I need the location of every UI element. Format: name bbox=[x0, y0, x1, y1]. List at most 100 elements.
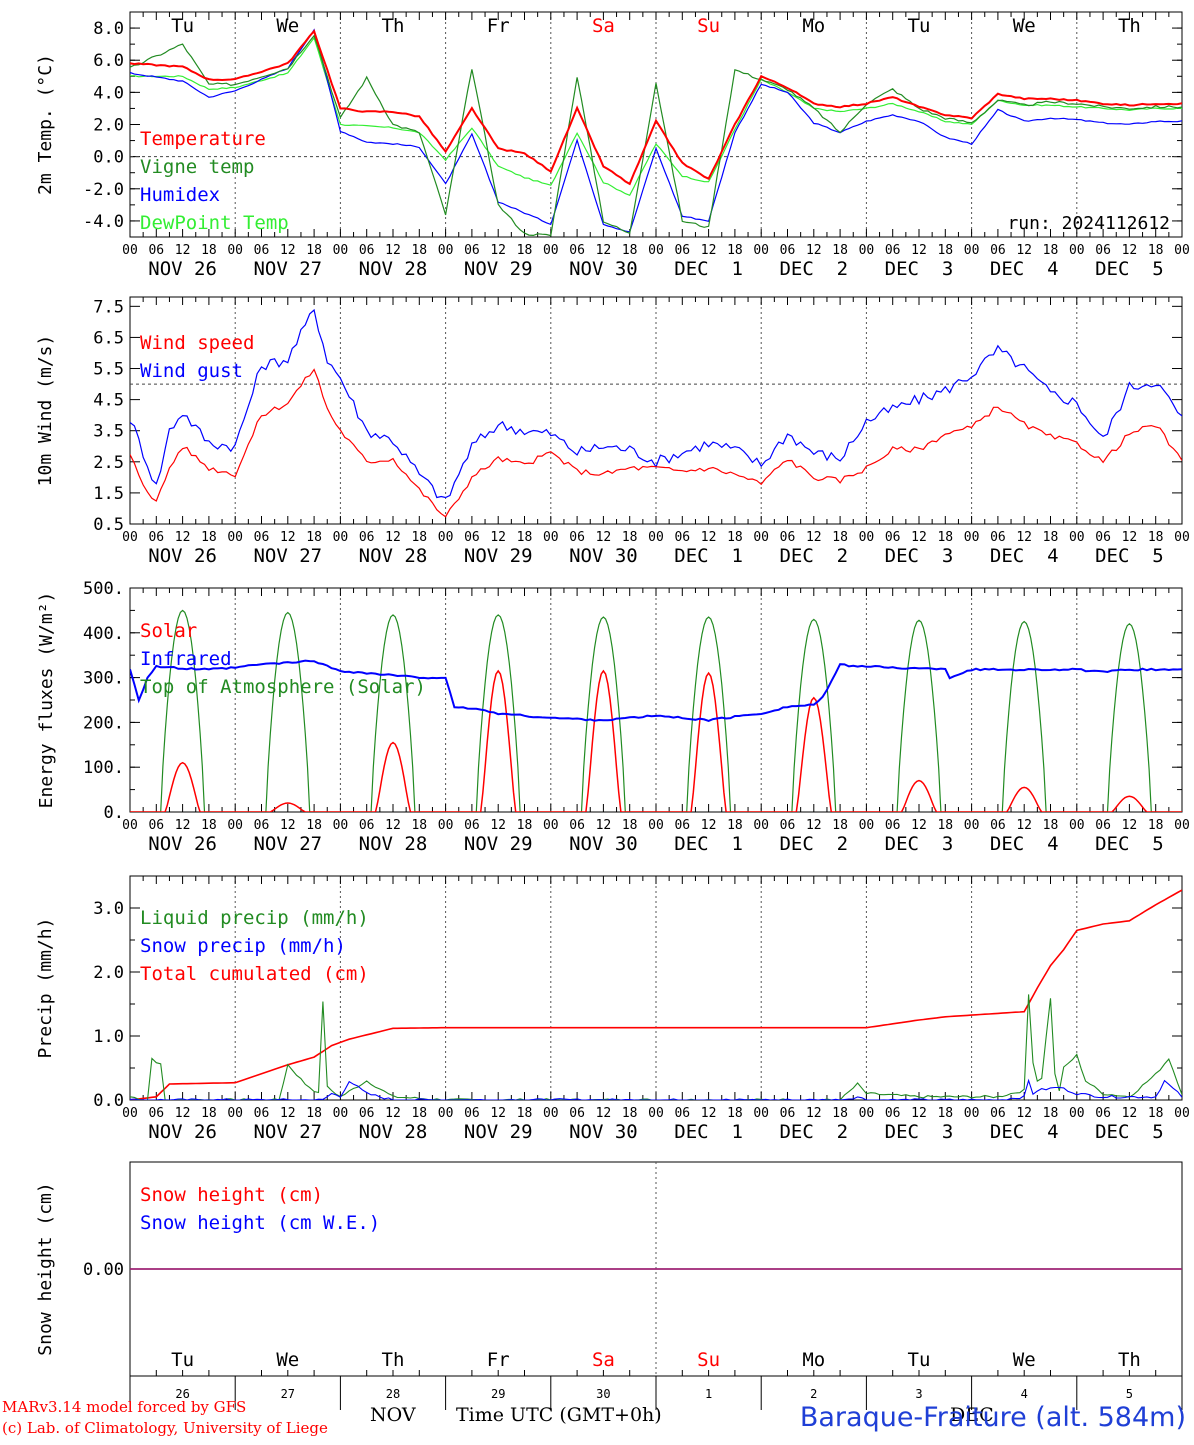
y-tick-label: 0.00 bbox=[83, 1260, 124, 1280]
legend-entry: Snow precip (mm/h) bbox=[140, 935, 346, 957]
weekday-label: We bbox=[1013, 15, 1036, 37]
hour-tick-label: 18 bbox=[306, 243, 322, 258]
hour-tick-label: 12 bbox=[911, 243, 927, 258]
hour-tick-label: 00 bbox=[753, 530, 769, 545]
hour-tick-label: 18 bbox=[1043, 530, 1059, 545]
hour-tick-label: 12 bbox=[701, 1106, 717, 1121]
date-label: NOV 26 bbox=[148, 258, 217, 280]
y-axis-label: Energy fluxes (W/m²) bbox=[36, 592, 57, 809]
weekday-label: Sa bbox=[592, 1349, 615, 1371]
hour-tick-label: 00 bbox=[333, 1106, 349, 1121]
hour-tick-label: 06 bbox=[1095, 1106, 1111, 1121]
hour-tick-label: 06 bbox=[990, 530, 1006, 545]
hour-tick-label: 18 bbox=[727, 818, 743, 833]
hour-tick-label: 18 bbox=[727, 243, 743, 258]
hour-tick-label: 00 bbox=[438, 1106, 454, 1121]
date-label: DEC 4 bbox=[990, 1121, 1059, 1143]
hour-tick-label: 18 bbox=[201, 818, 217, 833]
y-tick-label: -2.0 bbox=[83, 180, 124, 200]
weekday-label: Mo bbox=[802, 15, 825, 37]
hour-tick-label: 00 bbox=[543, 243, 559, 258]
hour-tick-label: 00 bbox=[964, 243, 980, 258]
hour-tick-label: 12 bbox=[911, 1106, 927, 1121]
date-label: NOV 29 bbox=[464, 1121, 533, 1143]
hour-tick-label: 12 bbox=[1016, 818, 1032, 833]
hour-tick-label: 06 bbox=[464, 243, 480, 258]
hour-tick-label: 12 bbox=[385, 243, 401, 258]
weekday-label: We bbox=[1013, 1349, 1036, 1371]
day-number-label: 2 bbox=[810, 1387, 817, 1401]
panel-2: 00 06 12 18 00 06 12 18 00 06 12 18 00 06 12 18 00 06 12 18… bbox=[35, 296, 1190, 567]
panel-4: 00 06 12 18 00 06 12 18 00 06 12 18 00 06 12 18 00 06 12 18… bbox=[35, 875, 1190, 1143]
weekday-label: Tu bbox=[908, 15, 931, 37]
panel-frame bbox=[129, 296, 1183, 525]
day-number-label: 28 bbox=[386, 1387, 400, 1401]
hour-tick-label: 18 bbox=[727, 530, 743, 545]
legend-entry: Liquid precip (mm/h) bbox=[140, 907, 369, 929]
hour-tick-label: 06 bbox=[148, 243, 164, 258]
hour-tick-label: 18 bbox=[411, 1106, 427, 1121]
weekday-label: Th bbox=[1118, 15, 1141, 37]
weekday-label: Fr bbox=[487, 15, 510, 37]
hour-tick-label: 18 bbox=[937, 243, 953, 258]
plot-area bbox=[130, 889, 1182, 1100]
hour-tick-label: 12 bbox=[596, 243, 612, 258]
date-label: NOV 26 bbox=[148, 1121, 217, 1143]
date-label: DEC 3 bbox=[885, 1121, 954, 1143]
legend-entry: Solar bbox=[140, 620, 197, 642]
hour-tick-label: 00 bbox=[438, 530, 454, 545]
hour-tick-label: 06 bbox=[674, 1106, 690, 1121]
hour-tick-label: 00 bbox=[1174, 1106, 1190, 1121]
y-axis-label: Snow height (cm) bbox=[35, 1182, 56, 1355]
date-label: DEC 2 bbox=[779, 545, 848, 567]
hour-tick-label: 18 bbox=[832, 818, 848, 833]
weekday-label: Tu bbox=[908, 1349, 931, 1371]
weekday-label: Th bbox=[1118, 1349, 1141, 1371]
hour-tick-label: 00 bbox=[543, 530, 559, 545]
hour-tick-label: 00 bbox=[227, 818, 243, 833]
hour-tick-label: 18 bbox=[517, 818, 533, 833]
hour-tick-label: 12 bbox=[175, 243, 191, 258]
date-label: DEC 2 bbox=[779, 258, 848, 280]
plot-area bbox=[130, 308, 1182, 518]
hour-tick-label: 18 bbox=[937, 530, 953, 545]
y-tick-label: 3.0 bbox=[93, 899, 124, 919]
hour-tick-label: 06 bbox=[254, 818, 270, 833]
time-axis-label: Time UTC (GMT+0h) bbox=[456, 1404, 662, 1426]
panel-1: 00 06 12 18 00 06 12 18 00 06 12 18 00 06 12 18 00 06 12 18… bbox=[35, 11, 1190, 280]
date-label: NOV 28 bbox=[359, 833, 428, 855]
hour-tick-label: 12 bbox=[1122, 818, 1138, 833]
y-axis-label: 10m Wind (m/s) bbox=[35, 335, 56, 487]
hour-tick-label: 00 bbox=[333, 243, 349, 258]
hour-tick-label: 18 bbox=[1043, 1106, 1059, 1121]
hour-tick-label: 06 bbox=[885, 243, 901, 258]
hour-tick-label: 00 bbox=[227, 243, 243, 258]
y-tick-label: 2.0 bbox=[93, 116, 124, 136]
legend-entry: Total cumulated (cm) bbox=[140, 963, 369, 985]
hour-tick-label: 06 bbox=[464, 1106, 480, 1121]
y-tick-label: 100. bbox=[83, 758, 124, 778]
y-tick-label: 4.5 bbox=[93, 391, 124, 411]
hour-tick-label: 18 bbox=[201, 1106, 217, 1121]
hour-tick-label: 06 bbox=[464, 818, 480, 833]
hour-tick-label: 00 bbox=[648, 1106, 664, 1121]
hour-tick-label: 06 bbox=[1095, 243, 1111, 258]
date-label: NOV 27 bbox=[253, 833, 322, 855]
hour-tick-label: 00 bbox=[438, 818, 454, 833]
date-label: NOV 29 bbox=[464, 833, 533, 855]
date-label: DEC 5 bbox=[1095, 258, 1164, 280]
hour-tick-label: 06 bbox=[359, 1106, 375, 1121]
hour-tick-label: 00 bbox=[859, 530, 875, 545]
hour-tick-label: 18 bbox=[306, 530, 322, 545]
weekday-label: Tu bbox=[171, 15, 194, 37]
date-label: DEC 1 bbox=[674, 258, 743, 280]
hour-tick-label: 18 bbox=[937, 1106, 953, 1121]
hour-tick-label: 12 bbox=[1122, 243, 1138, 258]
y-tick-label: 6.5 bbox=[93, 328, 124, 348]
y-tick-label: 2.5 bbox=[93, 453, 124, 473]
day-number-label: 30 bbox=[596, 1387, 610, 1401]
hour-tick-label: 12 bbox=[806, 1106, 822, 1121]
hour-tick-label: 12 bbox=[490, 818, 506, 833]
hour-tick-label: 18 bbox=[622, 530, 638, 545]
